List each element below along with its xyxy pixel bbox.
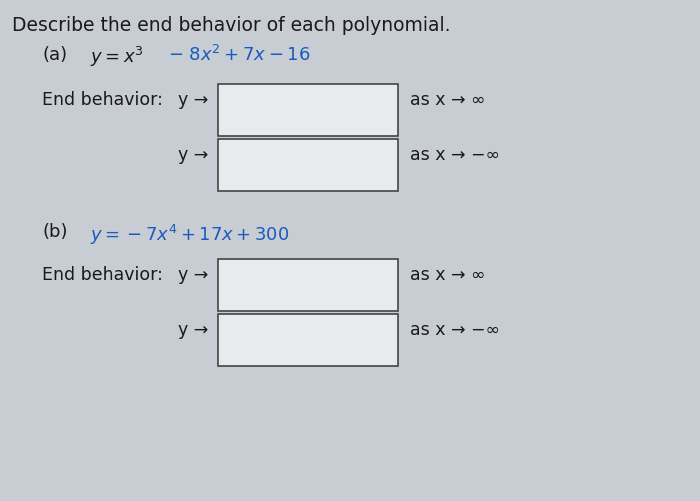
Text: $- \ 8x^2 + 7x - 16$: $- \ 8x^2 + 7x - 16$ bbox=[168, 45, 310, 65]
Text: (b): (b) bbox=[42, 223, 67, 241]
Text: $y = -7x^4 + 17x + 300$: $y = -7x^4 + 17x + 300$ bbox=[90, 223, 290, 247]
Text: y →: y → bbox=[178, 91, 209, 109]
Text: as x → −∞: as x → −∞ bbox=[410, 146, 500, 164]
Text: as x → ∞: as x → ∞ bbox=[410, 91, 486, 109]
Text: End behavior:: End behavior: bbox=[42, 266, 163, 284]
Text: y →: y → bbox=[178, 266, 209, 284]
Text: $y = x^3$: $y = x^3$ bbox=[90, 45, 144, 69]
Text: y →: y → bbox=[178, 321, 209, 339]
Text: as x → −∞: as x → −∞ bbox=[410, 321, 500, 339]
Text: as x → ∞: as x → ∞ bbox=[410, 266, 486, 284]
Text: Describe the end behavior of each polynomial.: Describe the end behavior of each polyno… bbox=[12, 16, 451, 35]
FancyBboxPatch shape bbox=[218, 139, 398, 191]
Text: End behavior:: End behavior: bbox=[42, 91, 163, 109]
Text: (a): (a) bbox=[42, 46, 67, 64]
Text: y →: y → bbox=[178, 146, 209, 164]
FancyBboxPatch shape bbox=[218, 84, 398, 136]
FancyBboxPatch shape bbox=[218, 259, 398, 311]
FancyBboxPatch shape bbox=[218, 314, 398, 366]
